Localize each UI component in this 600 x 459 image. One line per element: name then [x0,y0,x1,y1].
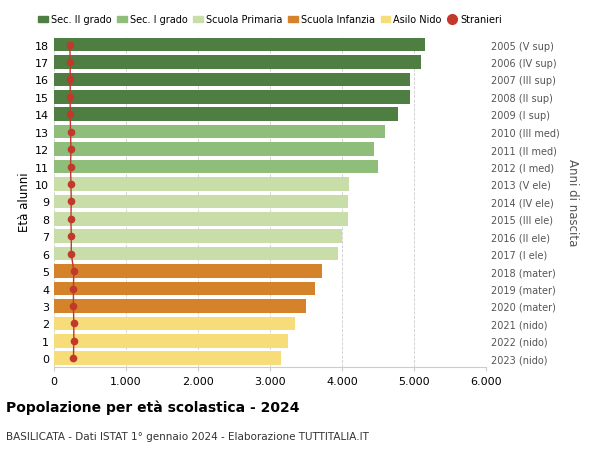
Bar [54,143,374,157]
Bar [54,195,348,209]
Bar [54,126,385,139]
Bar [54,282,314,296]
Y-axis label: Età alunni: Età alunni [18,172,31,232]
Text: BASILICATA - Dati ISTAT 1° gennaio 2024 - Elaborazione TUTTITALIA.IT: BASILICATA - Dati ISTAT 1° gennaio 2024 … [6,431,369,442]
Bar [54,39,425,52]
Bar [54,108,398,122]
Bar [54,334,288,348]
Text: Popolazione per età scolastica - 2024: Popolazione per età scolastica - 2024 [6,399,299,414]
Bar [54,300,306,313]
Bar [54,317,295,330]
Bar [54,352,281,365]
Y-axis label: Anni di nascita: Anni di nascita [566,158,579,246]
Bar [54,213,348,226]
Bar [54,160,378,174]
Bar [54,73,410,87]
Bar [54,56,421,70]
Bar [54,91,410,104]
Bar [54,230,342,244]
Bar [54,265,322,278]
Legend: Sec. II grado, Sec. I grado, Scuola Primaria, Scuola Infanzia, Asilo Nido, Stran: Sec. II grado, Sec. I grado, Scuola Prim… [38,15,502,25]
Bar [54,178,349,191]
Bar [54,247,338,261]
